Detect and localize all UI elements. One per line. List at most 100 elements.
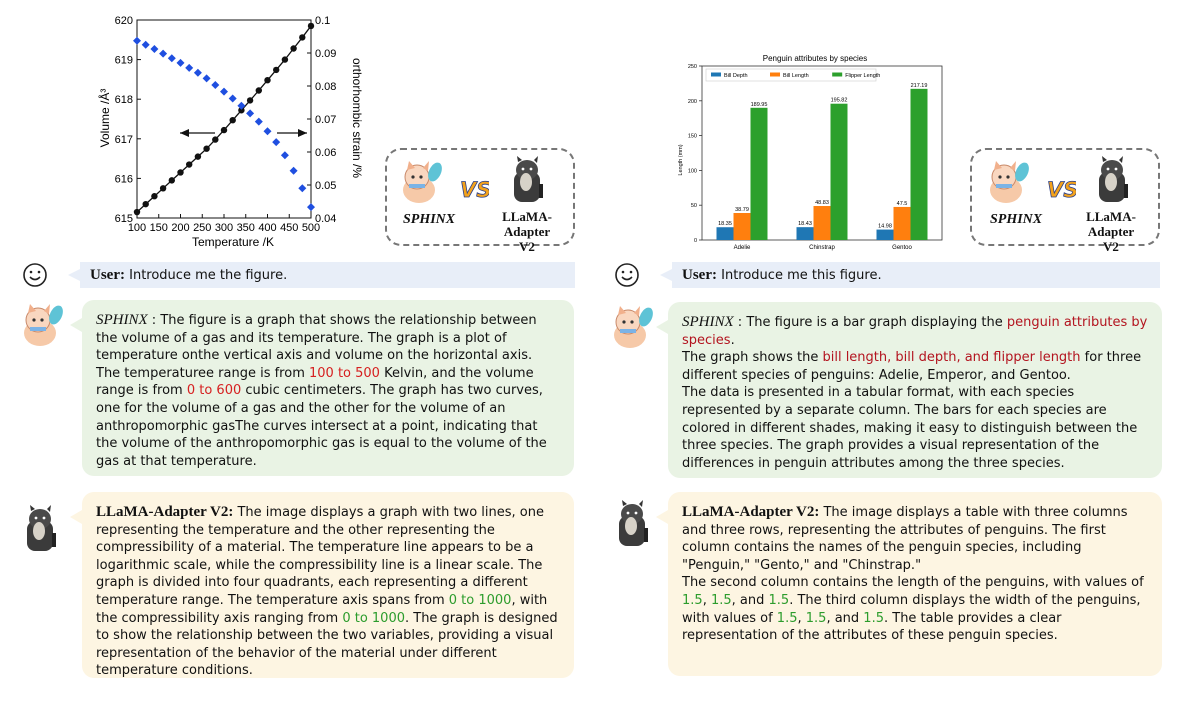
response-text: Kelvin, and the volume range is from [96,365,534,399]
highlight-temperature-axis: 0 to 1000 [448,592,512,608]
y2-tick-label: 0.04 [315,213,336,225]
strain-point [237,101,246,110]
sphinx-avatar-icon [403,161,442,203]
data-label: 14.98 [878,224,892,230]
versus-icon: VS [1047,178,1076,202]
x-tick-label: 400 [258,222,276,234]
sphinx-response: SPHINX : The figure is a graph that show… [70,300,574,476]
legend-frame [705,68,877,82]
volume-point [273,66,280,74]
volume-point [229,116,236,124]
y2-tick-label: 0.09 [315,48,336,60]
y-tick-label: 100 [688,168,697,174]
y-tick-label: 200 [688,99,697,105]
bar-flipper-length [750,107,768,240]
response-text: The graph shows the [682,350,823,366]
volume-point [299,34,306,41]
x-tick-label: 300 [215,222,233,234]
strain-point [307,203,315,212]
bar-bill-depth [876,229,894,240]
llama-label: LLaMA-Adapter V2 [1066,209,1156,254]
data-label: 38.79 [735,207,749,213]
sphinx-avatar-icon [990,161,1029,203]
sphinx-avatar-icon [614,306,653,348]
highlight-value: 1.5 [768,592,790,608]
user-text: Introduce me this figure. [721,268,882,283]
x-tick-label: 150 [150,222,168,234]
llama-avatar-icon [1099,156,1128,202]
sphinx-response: SPHINX : The figure is a bar graph displ… [656,302,1162,478]
bar-bill-length [733,213,751,240]
versus-icon: VS [460,178,489,202]
llama-response: LLaMA-Adapter V2: The image displays a g… [70,492,574,679]
y2-tick-label: 0.07 [315,114,336,126]
llama-label-line2: V2 [519,239,535,254]
response-text: , with the compressibility axis ranging … [96,592,548,626]
x-tick-label: Chinstrap [809,245,835,251]
volume-point [186,161,193,168]
volume-point [177,169,184,176]
strain-point [280,151,289,160]
volume-point [142,200,149,208]
volume-point [307,22,315,30]
llama-lead: LLaMA-Adapter V2: [682,504,820,520]
volume-point [212,136,219,143]
y-tick-label: 0 [694,238,697,244]
bar-bill-depth [716,227,734,240]
strain-point [185,63,194,72]
response-text: cubic centimeters. The graph has two cur… [96,383,547,469]
legend-swatch [711,72,721,77]
llama-response: LLaMA-Adapter V2: The image displays a t… [656,492,1162,676]
y-tick-label: 150 [688,134,697,140]
user-lead: User: [90,267,125,283]
bar-bill-length [893,206,911,240]
highlight-volume-range: 0 to 600 [186,383,242,399]
x-tick-label: Gentoo [892,245,912,251]
x-tick-label: 200 [171,222,189,234]
y2-tick-label: 0.06 [315,147,336,159]
strain-point [220,87,228,96]
sphinx-label: SPHINX [990,212,1043,227]
strain-point [298,184,307,193]
volume-point [168,177,175,184]
strain-point [141,40,150,49]
highlight-temperature-range: 100 to 500 [309,365,380,381]
data-label: 18.35 [718,221,732,227]
y-tick-label: 617 [115,134,133,146]
volume-point [238,107,245,114]
highlight-chart-title: penguin attributes by species [682,315,1148,348]
strain-point [246,109,255,118]
response-text: The image displays a table with three co… [682,505,1128,573]
sphinx-label: SPHINX [403,212,456,227]
user-text: Introduce me the figure. [129,268,288,283]
volume-point [255,87,262,94]
response-text: , and [731,592,769,608]
strain-point [167,54,176,63]
y2-tick-label: 0.1 [315,15,330,27]
user-smiley-icon [23,263,47,287]
y-tick-label: 250 [688,64,697,70]
versus-box: VS SPHINX LLaMA-Adapter V2 [385,148,575,254]
llama-label-line2: V2 [1103,239,1119,254]
highlight-value: 1.5 [710,592,732,608]
response-text: : The figure is a graph that shows the r… [96,313,537,381]
user-smiley-icon [615,263,639,287]
bar-bill-depth [796,227,814,240]
strain-point [133,36,141,45]
versus-box: VS SPHINX LLaMA-Adapter V2 [970,148,1160,254]
response-text: for three different species of penguins:… [682,350,1142,383]
response-text: . The graph is designed to show the rela… [96,610,558,679]
volume-point [203,145,210,152]
response-text: The image displays a graph with two line… [96,505,544,608]
highlight-attributes: bill length, bill depth, and flipper len… [822,350,1081,366]
legend-entry: Bill Length [783,73,809,79]
legend-entry: Bill Depth [724,73,748,79]
strain-point [211,81,220,90]
legend-swatch [832,72,843,77]
llama-avatar-icon [514,156,543,202]
volume-point [133,208,141,216]
highlight-value: 1.5 [776,610,798,626]
strain-point [150,45,159,54]
y2-tick-label: 0.08 [315,81,336,93]
strain-point [176,58,185,67]
